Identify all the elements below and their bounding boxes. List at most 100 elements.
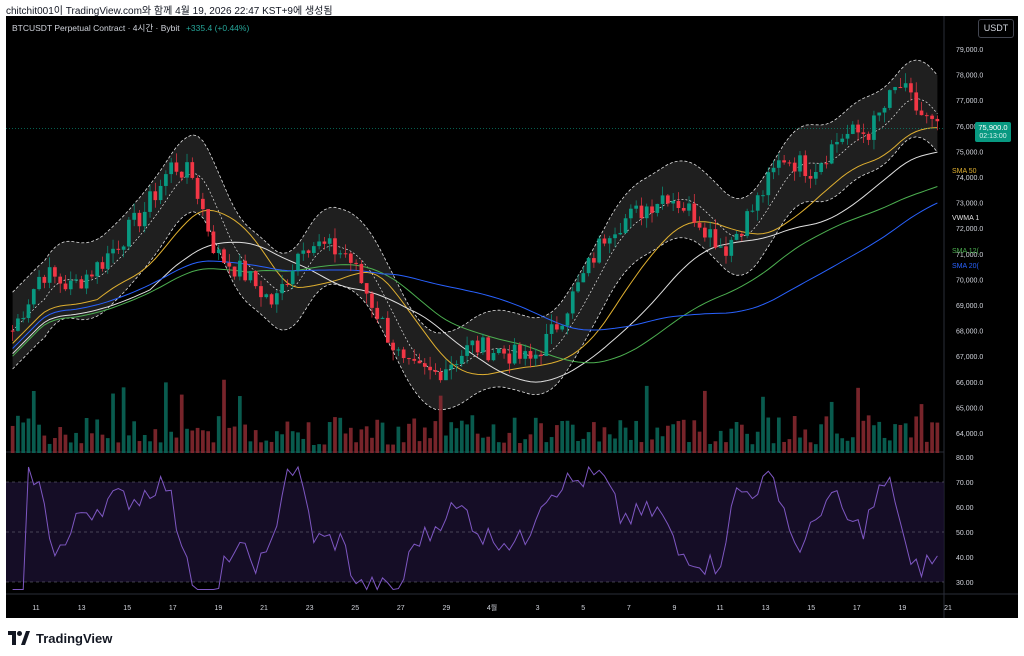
price-tick: 65,000.0 <box>956 405 983 412</box>
time-tick: 17 <box>169 605 177 612</box>
volume-bar <box>581 438 586 453</box>
volume-bar <box>68 442 73 453</box>
candle-body <box>449 364 454 370</box>
volume-bar <box>306 422 311 453</box>
candle-body <box>518 344 522 359</box>
volume-bar <box>380 422 385 453</box>
symbol-legend: BTCUSDT Perpetual Contract · 4시간 · Bybit… <box>12 22 249 34</box>
candle-body <box>148 191 152 212</box>
time-tick: 13 <box>762 605 770 612</box>
price-tick: 69,000.0 <box>956 303 983 310</box>
volume-bar <box>644 385 649 453</box>
volume-bar <box>840 438 845 453</box>
candle-body <box>259 286 263 298</box>
volume-bar <box>650 439 654 453</box>
rsi-line <box>12 465 938 591</box>
candle-body <box>533 354 538 359</box>
volume-bar <box>401 442 406 453</box>
candle-body <box>549 324 554 334</box>
price-tick: 66,000.0 <box>956 380 983 387</box>
candle-body <box>687 203 691 211</box>
candle-body <box>222 249 226 263</box>
candle-body <box>602 238 607 244</box>
candle-body <box>607 238 612 244</box>
volume-bar <box>734 421 739 453</box>
candle-body <box>766 172 771 196</box>
candle-body <box>771 167 776 173</box>
volume-bar <box>264 440 269 453</box>
rsi-tick: 50.00 <box>956 530 974 537</box>
volume-bar <box>206 431 211 453</box>
volume-bar <box>523 439 528 453</box>
candle-body <box>132 212 137 220</box>
volume-bar <box>877 421 882 453</box>
candle-body <box>808 176 813 179</box>
candle-body <box>629 208 633 219</box>
volume-bar <box>555 425 559 453</box>
volume-bar <box>607 434 612 453</box>
volume-bar <box>354 442 358 453</box>
volume-bar <box>132 421 137 453</box>
candle-body <box>274 293 279 305</box>
volume-bar <box>533 417 538 453</box>
volume-bar <box>481 437 485 453</box>
candle-body <box>560 325 565 330</box>
volume-bar <box>470 415 475 453</box>
candle-body <box>444 369 448 381</box>
candle-body <box>206 209 211 232</box>
candle-body <box>613 234 617 239</box>
volume-bar <box>269 441 274 453</box>
volume-bar <box>274 431 279 453</box>
candle-body <box>475 340 480 353</box>
time-tick: 4월 <box>487 603 497 612</box>
candle-body <box>856 124 860 133</box>
time-tick: 21 <box>260 605 268 612</box>
current-price: 75,900.0 <box>978 123 1008 132</box>
candle-body <box>454 363 459 365</box>
tradingview-logo[interactable]: TradingView <box>8 628 112 648</box>
volume-bar <box>898 424 903 453</box>
volume-bar <box>634 420 639 453</box>
candle-body <box>364 283 369 294</box>
candle-body <box>227 262 232 267</box>
vwma-line <box>12 151 938 383</box>
candle-body <box>21 318 26 320</box>
candle-body <box>433 370 438 372</box>
volume-bar <box>856 387 860 453</box>
symbol-info: BTCUSDT Perpetual Contract · 4시간 · Bybit <box>12 23 180 33</box>
rsi-tick: 70.00 <box>956 480 974 487</box>
candle-body <box>385 317 390 343</box>
candle-body <box>666 195 670 204</box>
candle-body <box>327 238 332 244</box>
candle-body <box>660 195 665 204</box>
candle-body <box>586 258 591 274</box>
volume-bar <box>739 424 744 453</box>
candle-body <box>930 115 934 119</box>
volume-bar <box>58 427 63 453</box>
volume-bar <box>121 387 126 453</box>
volume-bar <box>713 441 718 453</box>
candle-body <box>840 138 845 142</box>
volume-bar <box>137 441 142 453</box>
candle-body <box>882 107 887 113</box>
candle-body <box>248 271 253 281</box>
price-change: +335.4 (+0.44%) <box>185 23 250 33</box>
volume-bar <box>909 437 913 453</box>
volume-bar <box>560 421 565 453</box>
candle-body <box>739 233 744 236</box>
volume-bar <box>687 442 691 453</box>
chart-panel[interactable]: 79,000.0 78,000.0 77,000.0 76,000.0 75,000.0… <box>6 16 1018 618</box>
volume-bar <box>111 393 115 453</box>
volume-bar <box>787 439 792 453</box>
volume-bar <box>924 441 929 453</box>
volume-bar <box>327 422 332 453</box>
candle-body <box>338 253 343 255</box>
time-tick: 13 <box>78 605 86 612</box>
volume-bar <box>502 442 506 453</box>
volume-bar <box>238 396 242 453</box>
candle-body <box>703 227 707 238</box>
currency-button[interactable]: USDT <box>978 19 1014 38</box>
volume-bar <box>798 437 802 453</box>
volume-bar <box>343 433 348 453</box>
candlestick-chart[interactable]: 79,000.0 78,000.0 77,000.0 76,000.0 75,000.0… <box>6 16 1018 618</box>
